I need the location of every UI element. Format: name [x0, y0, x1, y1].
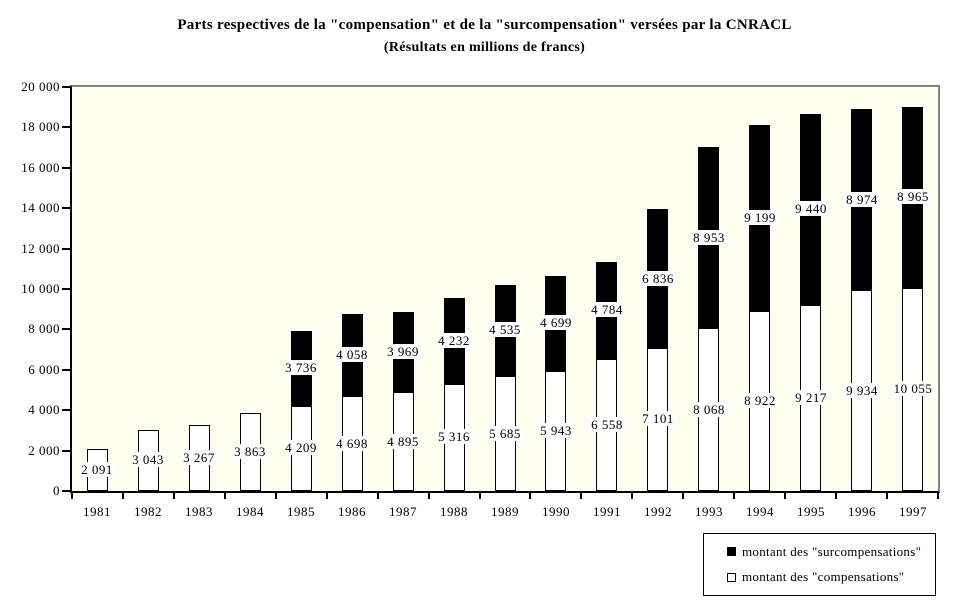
y-axis-tick — [62, 409, 70, 411]
x-axis-tick — [529, 493, 531, 499]
white-square-icon — [727, 572, 736, 582]
x-axis-category-label: 1989 — [491, 504, 519, 519]
data-label-compensation-1997: 10 055 — [891, 381, 935, 396]
y-axis-tick — [62, 369, 70, 371]
x-axis-category-label: 1983 — [185, 504, 213, 519]
data-label-compensation-1992: 7 101 — [640, 411, 676, 426]
y-axis-tick-label: 12 000 — [21, 241, 60, 256]
x-axis-category-label: 1988 — [440, 504, 468, 519]
y-axis-tick — [62, 167, 70, 169]
y-axis-tick — [62, 490, 70, 492]
y-axis-tick — [62, 288, 70, 290]
x-axis-tick — [224, 493, 226, 499]
data-label-surcompensation-1990: 4 699 — [538, 315, 574, 330]
data-label-compensation-1983: 3 267 — [181, 450, 217, 465]
data-label-compensation-1995: 9 217 — [793, 390, 829, 405]
legend-label-surcompensations: montant des "surcompensations" — [742, 543, 922, 559]
x-axis-tick — [428, 493, 430, 499]
x-axis-tick — [71, 493, 73, 499]
data-label-compensation-1986: 4 698 — [334, 436, 370, 451]
data-label-surcompensation-1997: 8 965 — [895, 189, 931, 204]
x-axis-category-label: 1984 — [236, 504, 264, 519]
legend-item-compensations: montant des "compensations" — [727, 569, 935, 585]
y-axis-tick-label: 8 000 — [28, 321, 60, 336]
y-axis-tick-label: 6 000 — [28, 362, 60, 377]
x-axis-tick — [631, 493, 633, 499]
x-axis-category-label: 1982 — [134, 504, 162, 519]
x-axis-category-label: 1992 — [644, 504, 672, 519]
data-label-surcompensation-1994: 9 199 — [742, 210, 778, 225]
y-axis-tick — [62, 248, 70, 250]
data-label-compensation-1985: 4 209 — [283, 440, 319, 455]
x-axis-tick — [733, 493, 735, 499]
x-axis-tick — [886, 493, 888, 499]
y-axis-tick-label: 20 000 — [21, 79, 60, 94]
y-axis-tick-label: 14 000 — [21, 200, 60, 215]
data-label-surcompensation-1989: 4 535 — [487, 322, 523, 337]
x-axis-tick — [122, 493, 124, 499]
y-axis-tick-label: 18 000 — [21, 119, 60, 134]
data-label-compensation-1990: 5 943 — [538, 423, 574, 438]
legend-item-surcompensations: montant des "surcompensations" — [727, 544, 935, 560]
y-axis-tick — [62, 328, 70, 330]
x-axis-tick — [479, 493, 481, 499]
data-label-compensation-1994: 8 922 — [742, 393, 778, 408]
x-axis-category-label: 1990 — [542, 504, 570, 519]
y-axis-tick-label: 10 000 — [21, 281, 60, 296]
x-axis-category-label: 1995 — [797, 504, 825, 519]
x-axis-category-label: 1985 — [287, 504, 315, 519]
chart-subtitle: (Résultats en millions de francs) — [383, 40, 586, 55]
x-axis-tick — [580, 493, 582, 499]
data-label-surcompensation-1992: 6 836 — [640, 271, 676, 286]
data-label-surcompensation-1986: 4 058 — [334, 347, 370, 362]
data-label-surcompensation-1985: 3 736 — [283, 360, 319, 375]
legend: montant des "surcompensations" montant d… — [703, 533, 936, 596]
x-axis-category-label: 1993 — [695, 504, 723, 519]
data-label-compensation-1989: 5 685 — [487, 426, 523, 441]
x-axis-category-label: 1997 — [899, 504, 927, 519]
x-axis-category-label: 1996 — [848, 504, 876, 519]
x-axis-tick — [173, 493, 175, 499]
x-axis-tick — [835, 493, 837, 499]
data-label-surcompensation-1987: 3 969 — [385, 344, 421, 359]
y-axis-tick-label: 2 000 — [28, 443, 60, 458]
x-axis-category-label: 1986 — [338, 504, 366, 519]
data-label-compensation-1988: 5 316 — [436, 429, 472, 444]
x-axis-tick — [682, 493, 684, 499]
y-axis-tick — [62, 450, 70, 452]
data-label-compensation-1993: 8 068 — [691, 402, 727, 417]
x-axis-category-label: 1994 — [746, 504, 774, 519]
x-axis-tick — [937, 493, 939, 499]
data-label-compensation-1984: 3 863 — [232, 444, 268, 459]
data-label-compensation-1991: 6 558 — [589, 417, 625, 432]
y-axis-tick — [62, 86, 70, 88]
data-label-surcompensation-1993: 8 953 — [691, 230, 727, 245]
x-axis-tick — [326, 493, 328, 499]
data-label-surcompensation-1991: 4 784 — [589, 302, 625, 317]
x-axis-tick — [275, 493, 277, 499]
x-axis-category-label: 1981 — [83, 504, 111, 519]
legend-label-compensations: montant des "compensations" — [742, 569, 905, 585]
y-axis-tick — [62, 126, 70, 128]
x-axis-tick — [377, 493, 379, 499]
y-axis-tick-label: 4 000 — [28, 402, 60, 417]
x-axis-category-label: 1987 — [389, 504, 417, 519]
y-axis-tick — [62, 207, 70, 209]
data-label-surcompensation-1995: 9 440 — [793, 201, 829, 216]
black-square-icon — [727, 547, 736, 557]
data-label-compensation-1987: 4 895 — [385, 434, 421, 449]
data-label-compensation-1982: 3 043 — [130, 452, 166, 467]
y-axis-tick-label: 16 000 — [21, 160, 60, 175]
x-axis-tick — [784, 493, 786, 499]
data-label-compensation-1981: 2 091 — [79, 462, 115, 477]
data-label-surcompensation-1996: 8 974 — [844, 192, 880, 207]
data-label-compensation-1996: 9 934 — [844, 383, 880, 398]
y-axis-tick-label: 0 — [53, 483, 60, 498]
x-axis-category-label: 1991 — [593, 504, 621, 519]
data-label-surcompensation-1988: 4 232 — [436, 333, 472, 348]
chart-title: Parts respectives de la "compensation" e… — [177, 17, 792, 33]
